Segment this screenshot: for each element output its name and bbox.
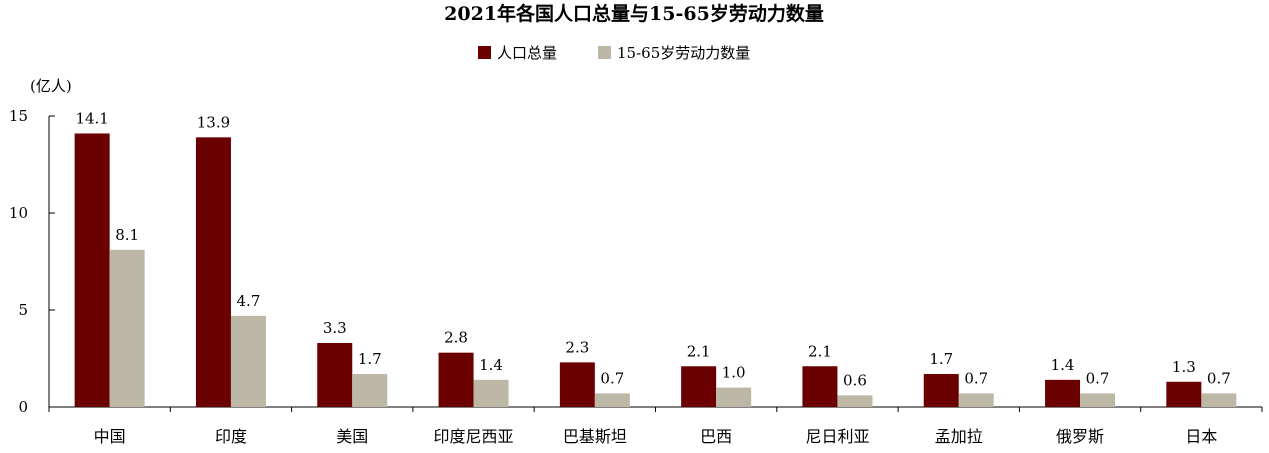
data-label: 4.7 [237,292,261,310]
legend-swatch-population [478,46,491,59]
data-label: 2.8 [444,329,468,347]
legend: 人口总量 15-65岁劳动力数量 [478,44,750,62]
data-label: 8.1 [115,226,139,244]
bar-population [195,137,231,407]
bar-labor [958,393,994,407]
legend-label-population: 人口总量 [497,44,557,62]
data-label: 1.4 [1051,356,1075,374]
bar-labor [230,315,266,407]
data-label: 2.3 [565,338,589,356]
bar-labor [716,387,752,407]
bars: 14.1 8.1 13.9 4.7 3.3 1.7 2.8 1.4 2.3 0.7 2.1 1.0 2.… [74,109,1237,407]
bar-labor [473,379,509,407]
data-label: 2.1 [808,342,832,360]
bar-labor [837,395,873,407]
x-category-label: 巴西 [700,427,732,446]
y-tick-label: 0 [18,398,28,416]
data-label: 0.6 [843,371,867,389]
data-label: 13.9 [197,113,230,131]
x-category-label: 印度 [215,427,247,446]
x-category-label: 美国 [336,427,368,446]
x-category-label: 尼日利亚 [805,427,869,446]
bar-population [923,374,959,407]
bar-labor [109,249,145,407]
x-category-label: 日本 [1185,427,1217,446]
bar-population [74,133,110,407]
x-category-label: 中国 [94,427,126,446]
data-label: 0.7 [964,369,988,387]
bar-population [317,342,353,407]
data-label: 0.7 [1086,369,1110,387]
bar-population [802,366,838,407]
y-tick-label: 10 [9,204,28,222]
legend-swatch-labor [598,46,611,59]
bar-labor [352,374,388,407]
data-label: 2.1 [687,342,711,360]
data-label: 14.1 [75,109,108,127]
data-label: 1.7 [929,350,953,368]
y-axis-unit-label: (亿人) [30,77,72,95]
x-category-label: 孟加拉 [935,427,983,446]
y-tick-label: 15 [9,107,28,125]
x-category-label: 俄罗斯 [1056,427,1104,446]
data-label: 1.3 [1172,358,1196,376]
y-tick-label: 5 [18,301,28,319]
chart-title: 2021年各国人口总量与15-65岁劳动力数量 [444,2,824,25]
bar-population [1166,381,1202,407]
bar-labor [1080,393,1116,407]
data-label: 1.7 [358,350,382,368]
bar-population [681,366,717,407]
bar-population [559,362,595,407]
x-category-label: 印度尼西亚 [434,427,514,446]
data-label: 1.0 [722,364,746,382]
bar-labor [594,393,630,407]
legend-label-labor: 15-65岁劳动力数量 [617,44,750,62]
data-label: 3.3 [323,319,347,337]
data-label: 0.7 [600,369,624,387]
x-category-label: 巴基斯坦 [563,427,627,446]
data-label: 0.7 [1207,369,1231,387]
data-label: 1.4 [479,356,503,374]
bar-labor [1201,393,1237,407]
bar-population [1045,379,1081,407]
bar-population [438,352,474,407]
